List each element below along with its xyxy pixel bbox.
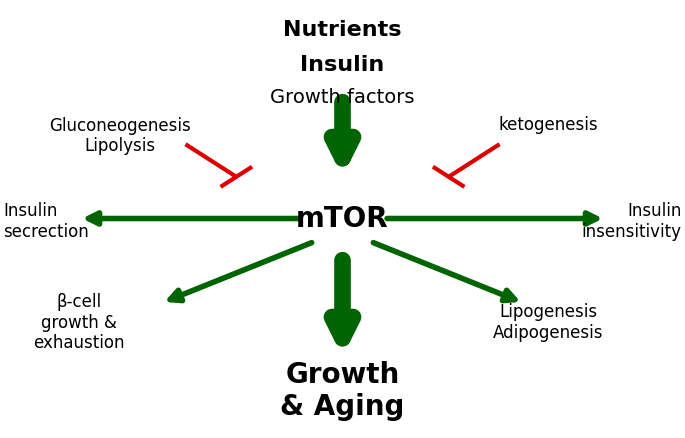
Text: Insulin
insensitivity: Insulin insensitivity	[582, 202, 682, 240]
Text: Nutrients: Nutrients	[284, 20, 401, 40]
Text: Growth
& Aging: Growth & Aging	[280, 360, 405, 420]
Text: mTOR: mTOR	[296, 205, 389, 233]
Text: Gluconeogenesis
Lipolysis: Gluconeogenesis Lipolysis	[49, 117, 190, 155]
Text: Lipogenesis
Adipogenesis: Lipogenesis Adipogenesis	[493, 303, 603, 341]
Text: Insulin
secrection: Insulin secrection	[3, 202, 89, 240]
Text: Insulin: Insulin	[301, 55, 384, 75]
Text: Growth factors: Growth factors	[271, 88, 414, 106]
Text: ketogenesis: ketogenesis	[498, 116, 598, 134]
Text: β-cell
growth &
exhaustion: β-cell growth & exhaustion	[33, 292, 125, 352]
